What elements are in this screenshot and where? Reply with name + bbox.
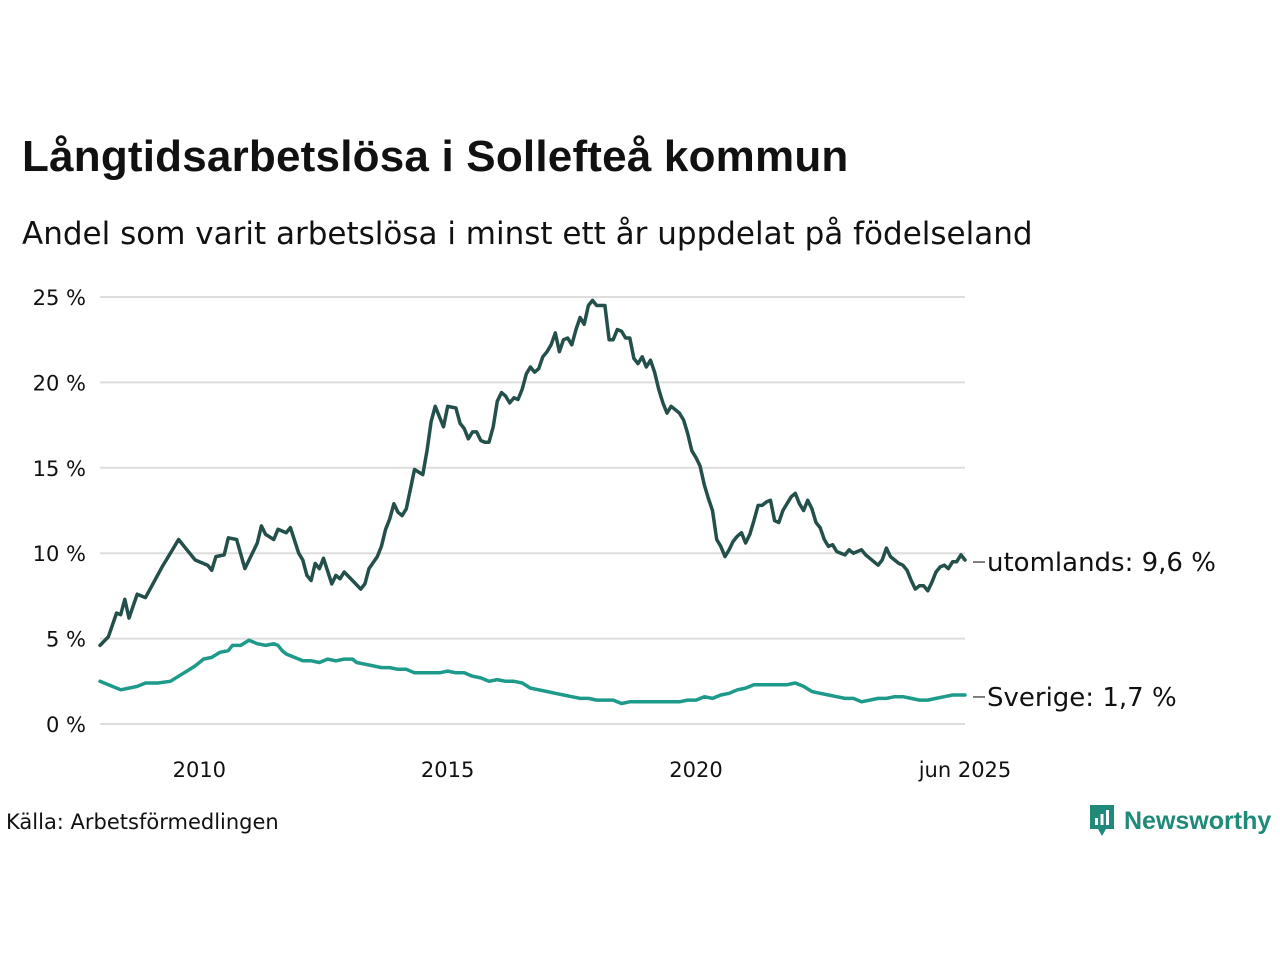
y-tick-label: 20 % [33,371,86,395]
newsworthy-logo-text: Newsworthy [1124,806,1272,835]
x-tick-label: 2020 [669,758,722,782]
series-line-sverige [98,638,967,706]
series-end-label-utomlands: utomlands: 9,6 % [987,548,1216,578]
y-tick-label: 10 % [33,542,86,566]
x-axis-tick-labels: 2010 2015 2020 jun 2025 [173,758,1012,782]
x-tick-label: 2010 [173,758,226,782]
newsworthy-logo-icon [1090,805,1114,836]
grid-lines [100,296,965,725]
series-line-utomlands [98,298,967,648]
chart-title: Långtidsarbetslösa i Sollefteå kommun [22,132,849,181]
series-end-labels: utomlands: 9,6 % Sverige: 1,7 % [973,548,1216,713]
chart-subtitle: Andel som varit arbetslösa i minst ett å… [22,216,1033,252]
y-tick-label: 25 % [33,286,86,310]
y-tick-label: 0 % [46,713,86,737]
series-lines [98,298,967,706]
y-tick-label: 15 % [33,457,86,481]
y-axis-tick-labels: 0 % 5 % 10 % 15 % 20 % 25 % [33,286,86,737]
x-tick-label: 2015 [421,758,474,782]
newsworthy-logo: Newsworthy [1088,803,1271,839]
y-tick-label: 5 % [46,628,86,652]
source-note: Källa: Arbetsförmedlingen [6,810,279,834]
series-end-label-sverige: Sverige: 1,7 % [987,683,1177,713]
x-tick-label: jun 2025 [918,758,1012,782]
